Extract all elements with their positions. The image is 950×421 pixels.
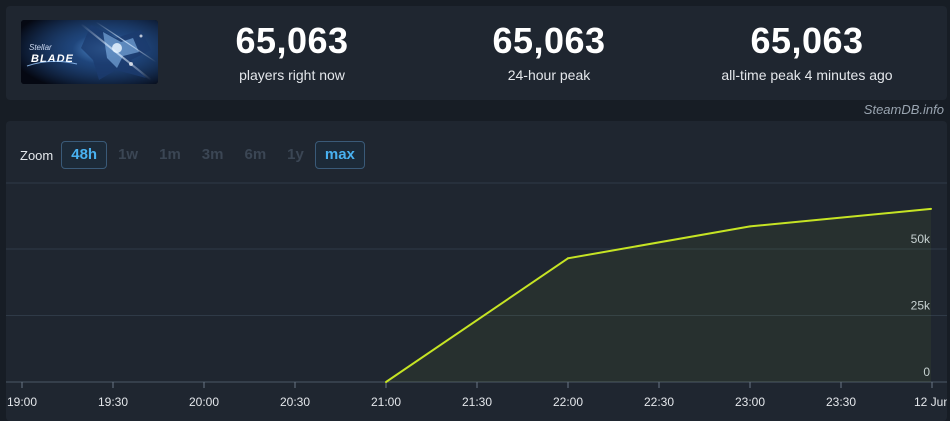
stats-panel: Stellar BLADE 65,063 players right now 6… [6, 6, 947, 100]
x-tick-label: 22:00 [553, 395, 583, 409]
series-point [567, 257, 569, 260]
peak-24h-label: 24-hour peak [507, 67, 591, 83]
zoom-max-button[interactable]: max [314, 141, 365, 169]
game-logo[interactable]: Stellar BLADE [21, 20, 158, 84]
zoom-3m-button[interactable]: 3m [201, 146, 224, 163]
x-tick-label: 19:00 [7, 395, 37, 409]
x-tick-label: 23:00 [735, 395, 765, 409]
x-tick-label: 20:00 [189, 395, 219, 409]
x-tick-label: 22:30 [644, 395, 674, 409]
player-count-chart[interactable]: 0 25k 50k 19:00 19:30 20:00 20:30 21:00 21:30 22:… [6, 121, 947, 421]
zoom-1m-button[interactable]: 1m [159, 146, 181, 163]
stat-players-now: 65,063 players right now [172, 20, 412, 84]
stat-alltime-peak: 65,063 all-time peak 4 minutes ago [687, 20, 927, 84]
zoom-1y-button[interactable]: 1y [287, 146, 304, 163]
y-tick-label: 25k [911, 299, 931, 313]
x-tick-label: 21:30 [462, 395, 492, 409]
zoom-1w-button[interactable]: 1w [118, 146, 139, 163]
alltime-peak-label: all-time peak 4 minutes ago [721, 67, 893, 83]
peak-24h-value: 65,063 [492, 20, 606, 61]
zoom-6m-button[interactable]: 6m [244, 146, 267, 163]
x-tick-label: 23:30 [826, 395, 856, 409]
x-tick-label: 20:30 [280, 395, 310, 409]
x-tick-label: 12 Jun [914, 395, 947, 409]
y-tick-label: 0 [923, 365, 930, 379]
y-tick-label: 50k [911, 232, 931, 246]
zoom-controls: Zoom 48h 1w 1m 3m 6m 1y max [20, 140, 366, 170]
steamdb-watermark[interactable]: SteamDB.info [863, 102, 944, 117]
series-area [386, 208, 931, 382]
series-point [385, 381, 387, 383]
zoom-label: Zoom [20, 147, 54, 163]
x-tick-label: 19:30 [98, 395, 128, 409]
alltime-peak-value: 65,063 [750, 20, 864, 61]
chart-panel: Zoom 48h 1w 1m 3m 6m 1y max 0 25k 50k 19:00… [6, 121, 947, 421]
players-now-value: 65,063 [235, 20, 349, 61]
x-tick-label: 21:00 [371, 395, 401, 409]
game-logo-art: Stellar BLADE [21, 20, 158, 84]
zoom-48h-button[interactable]: 48h [61, 141, 108, 169]
series-point [749, 225, 751, 228]
stat-24h-peak: 65,063 24-hour peak [429, 20, 669, 84]
svg-text:Stellar: Stellar [29, 43, 52, 52]
series-line [385, 207, 932, 383]
series-point [930, 207, 932, 210]
players-now-label: players right now [239, 67, 345, 83]
